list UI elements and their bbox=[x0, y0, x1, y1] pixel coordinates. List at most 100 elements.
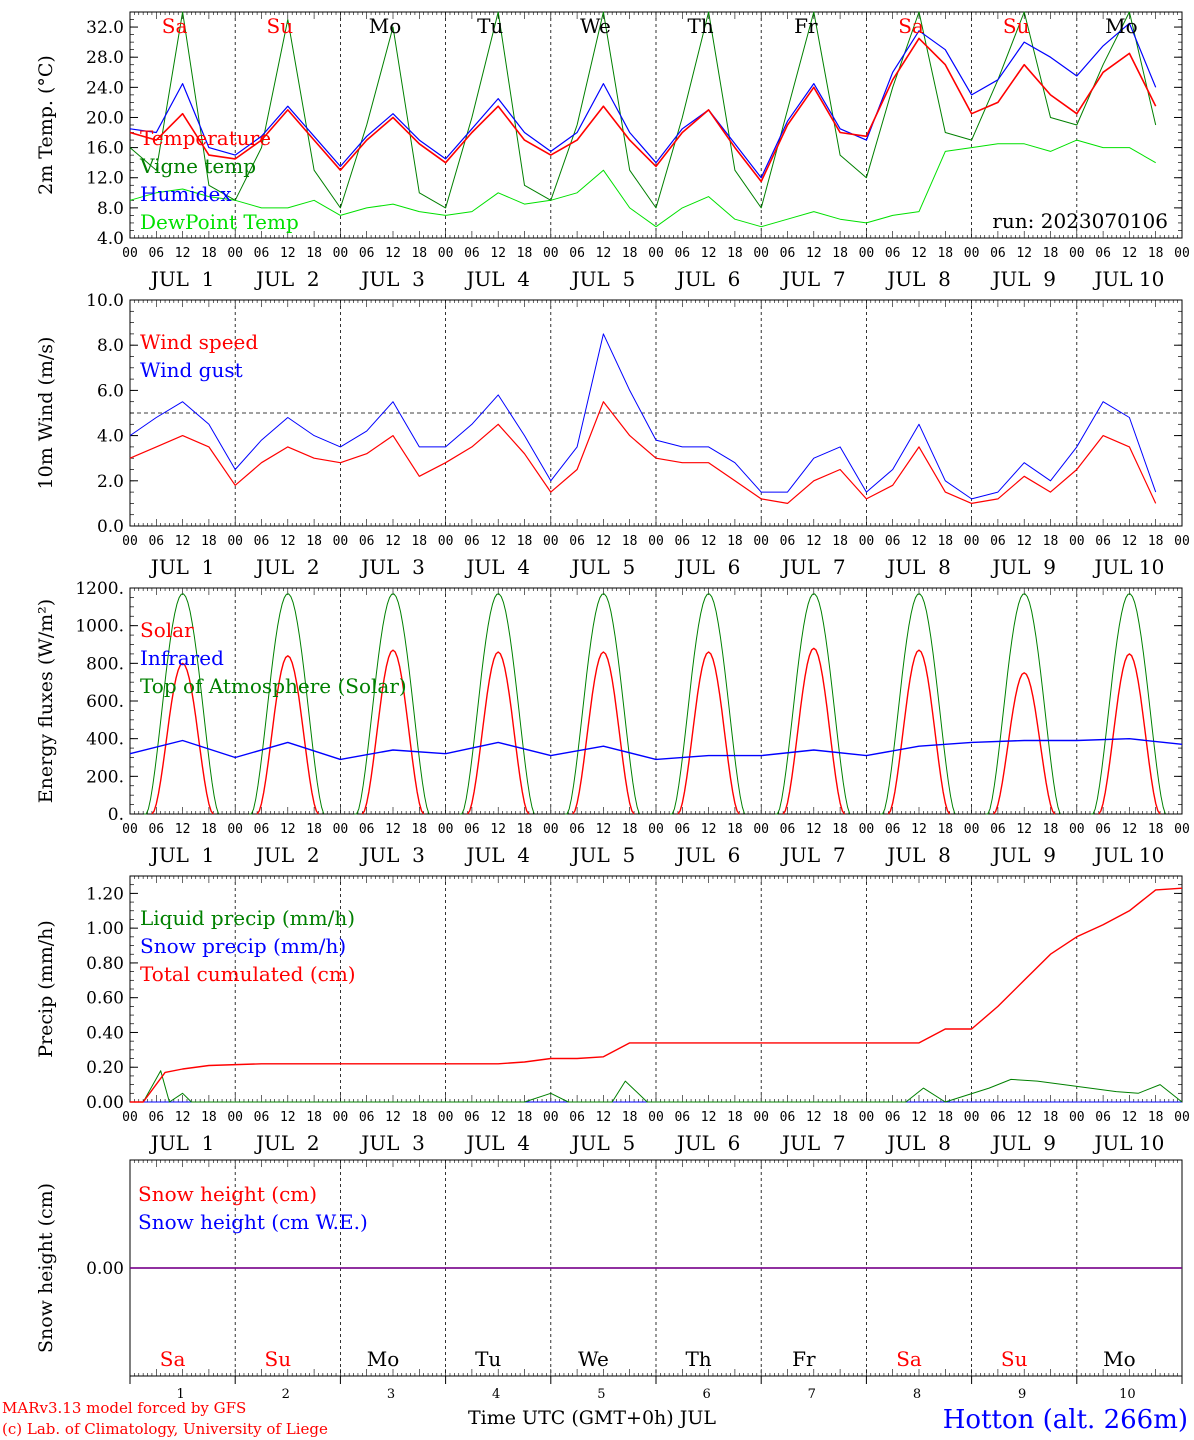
y-tick-label: 0.00 bbox=[86, 1259, 124, 1279]
hour-tick-label: 00 bbox=[438, 1110, 454, 1125]
date-label: JUL 3 bbox=[359, 267, 425, 291]
hour-tick-label: 12 bbox=[280, 1110, 296, 1125]
hour-tick-label: 00 bbox=[1174, 1110, 1190, 1125]
legend-entry: Humidex bbox=[140, 182, 232, 206]
series-wind-speed-line bbox=[129, 401, 1157, 504]
legend-entry: Wind speed bbox=[140, 330, 258, 354]
series-solar-line bbox=[151, 662, 214, 815]
series-infrared-line bbox=[129, 738, 1183, 761]
hour-tick-label: 18 bbox=[411, 822, 427, 837]
date-label: JUL 9 bbox=[990, 267, 1056, 291]
date-number: 4 bbox=[492, 1387, 500, 1402]
hour-tick-label: 18 bbox=[937, 534, 953, 549]
y-tick-label: 2.0 bbox=[97, 472, 124, 492]
hour-tick-label: 00 bbox=[1174, 822, 1190, 837]
hour-tick-label: 00 bbox=[438, 534, 454, 549]
hour-tick-label: 06 bbox=[1095, 534, 1111, 549]
hour-tick-label: 12 bbox=[175, 1110, 191, 1125]
hour-tick-label: 18 bbox=[727, 822, 743, 837]
date-number: 5 bbox=[597, 1387, 605, 1402]
hour-tick-label: 18 bbox=[201, 534, 217, 549]
hour-tick-label: 06 bbox=[359, 1110, 375, 1125]
series-solar-line bbox=[992, 672, 1056, 815]
hour-tick-label: 00 bbox=[543, 822, 559, 837]
hour-tick-label: 00 bbox=[227, 246, 243, 261]
hour-tick-label: 06 bbox=[674, 1110, 690, 1125]
date-label: JUL 2 bbox=[254, 555, 320, 579]
date-label: JUL 7 bbox=[780, 267, 846, 291]
hour-tick-label: 12 bbox=[1016, 534, 1032, 549]
hour-tick-label: 12 bbox=[1016, 246, 1032, 261]
date-label: JUL 5 bbox=[570, 1131, 636, 1155]
hour-tick-label: 18 bbox=[622, 246, 638, 261]
hour-tick-label: 12 bbox=[280, 534, 296, 549]
hour-tick-label: 00 bbox=[122, 822, 138, 837]
hour-tick-label: 00 bbox=[122, 1110, 138, 1125]
hour-tick-label: 06 bbox=[990, 534, 1006, 549]
date-label: JUL 10 bbox=[1092, 1131, 1164, 1155]
y-axis-label-1: 2m Temp. (°C) bbox=[35, 55, 57, 195]
hour-tick-label: 00 bbox=[648, 534, 664, 549]
hour-tick-label: 18 bbox=[937, 1110, 953, 1125]
hour-tick-label: 00 bbox=[438, 246, 454, 261]
hour-tick-label: 12 bbox=[806, 822, 822, 837]
date-label: JUL 4 bbox=[464, 555, 530, 579]
hour-tick-label: 18 bbox=[832, 822, 848, 837]
hour-tick-label: 06 bbox=[674, 246, 690, 261]
hour-tick-label: 18 bbox=[832, 246, 848, 261]
y-tick-label: 0.0 bbox=[97, 517, 124, 537]
legend-entry: Total cumulated (cm) bbox=[140, 962, 356, 986]
hour-tick-label: 12 bbox=[596, 534, 612, 549]
hour-tick-label: 00 bbox=[753, 1110, 769, 1125]
hour-tick-label: 06 bbox=[1095, 246, 1111, 261]
hour-tick-label: 06 bbox=[569, 1110, 585, 1125]
weekday-label: Mo bbox=[1105, 14, 1138, 38]
hour-tick-label: 18 bbox=[937, 822, 953, 837]
legend-entry: Vigne temp bbox=[139, 154, 256, 178]
hour-tick-label: 06 bbox=[990, 822, 1006, 837]
hour-tick-label: 00 bbox=[648, 1110, 664, 1125]
hour-tick-label: 06 bbox=[780, 534, 796, 549]
y-tick-label: 0.80 bbox=[86, 954, 124, 974]
hour-tick-label: 18 bbox=[201, 822, 217, 837]
hour-tick-label: 18 bbox=[517, 534, 533, 549]
date-label: JUL 3 bbox=[359, 555, 425, 579]
date-label: JUL 7 bbox=[780, 843, 846, 867]
hour-tick-label: 12 bbox=[385, 822, 401, 837]
hour-tick-label: 06 bbox=[464, 534, 480, 549]
y-axis-label-2: 10m Wind (m/s) bbox=[35, 337, 57, 490]
y-tick-label: 6.0 bbox=[97, 381, 124, 401]
date-label: JUL 8 bbox=[885, 267, 951, 291]
legend-entry: Infrared bbox=[140, 646, 224, 670]
series-toa-solar-line bbox=[459, 593, 535, 815]
hour-tick-label: 06 bbox=[464, 1110, 480, 1125]
hour-tick-label: 18 bbox=[622, 1110, 638, 1125]
hour-tick-label: 00 bbox=[648, 246, 664, 261]
hour-tick-label: 18 bbox=[517, 246, 533, 261]
hour-tick-label: 00 bbox=[964, 822, 980, 837]
hour-tick-label: 18 bbox=[1148, 534, 1164, 549]
y-axis-label-4: Precip (mm/h) bbox=[35, 920, 57, 1058]
hour-tick-label: 00 bbox=[964, 1110, 980, 1125]
series-solar-line bbox=[361, 649, 425, 815]
weekday-label: Su bbox=[1003, 14, 1030, 38]
date-label: JUL 1 bbox=[149, 555, 215, 579]
hour-tick-label: 18 bbox=[411, 246, 427, 261]
hour-tick-label: 00 bbox=[859, 1110, 875, 1125]
y-axis-label-5: Snow height (cm) bbox=[35, 1183, 57, 1353]
hour-tick-label: 18 bbox=[937, 246, 953, 261]
series-solar-line bbox=[782, 647, 846, 815]
hour-tick-label: 06 bbox=[674, 534, 690, 549]
date-number: 3 bbox=[387, 1387, 395, 1402]
hour-tick-label: 18 bbox=[411, 1110, 427, 1125]
hour-tick-label: 00 bbox=[227, 1110, 243, 1125]
hour-tick-label: 12 bbox=[490, 246, 506, 261]
weekday-label: Su bbox=[1001, 1347, 1028, 1371]
hour-tick-label: 00 bbox=[753, 534, 769, 549]
weekday-label: We bbox=[580, 14, 611, 38]
legend-entry: Temperature bbox=[140, 126, 271, 150]
hour-tick-label: 12 bbox=[806, 534, 822, 549]
date-label: JUL 7 bbox=[780, 1131, 846, 1155]
hour-tick-label: 06 bbox=[1095, 822, 1111, 837]
